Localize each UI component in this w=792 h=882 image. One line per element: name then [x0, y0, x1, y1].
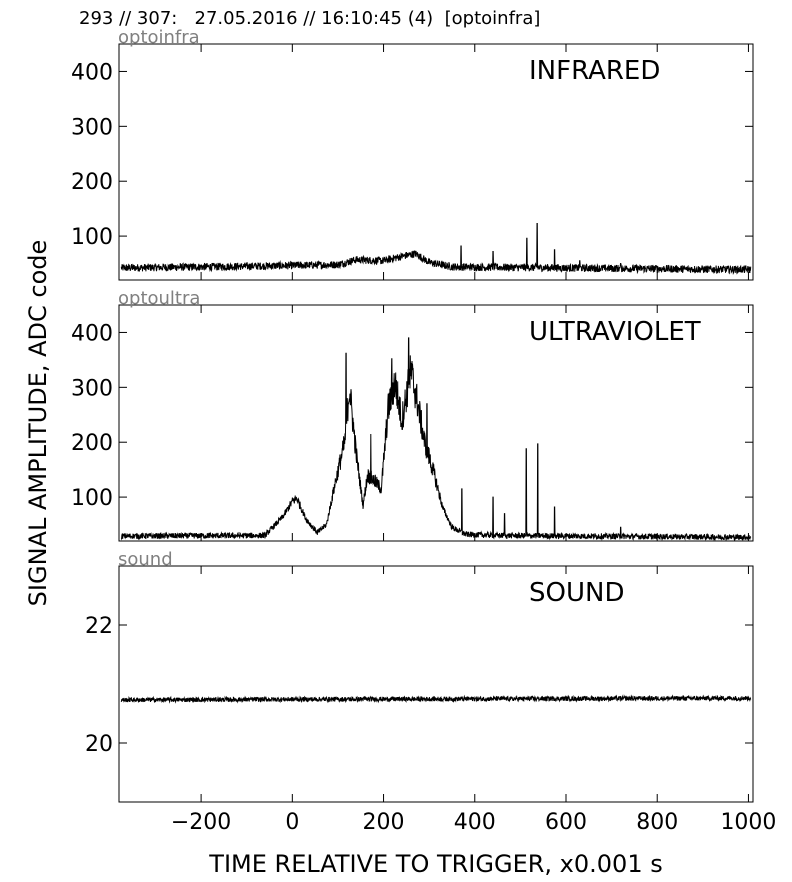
panel-title-0: INFRARED [529, 56, 660, 86]
y-tick-label: 100 [71, 486, 113, 511]
signal-trace-2 [120, 694, 752, 704]
panel-source-label-2: sound [118, 549, 173, 570]
y-tick-label: 100 [71, 225, 113, 250]
y-axis-label: SIGNAL AMPLITUDE, ADC code [24, 240, 52, 607]
x-tick-label: −200 [171, 810, 231, 835]
y-tick-label: 22 [85, 614, 113, 639]
x-tick-label: 200 [363, 810, 405, 835]
plot-frame-2 [118, 565, 754, 803]
y-tick-label: 200 [71, 431, 113, 456]
x-axis-label: TIME RELATIVE TO TRIGGER, x0.001 s [208, 850, 662, 878]
y-tick-label: 400 [71, 321, 113, 346]
x-tick-label: 800 [636, 810, 678, 835]
panel-source-label-1: optoultra [118, 288, 200, 309]
y-tick-label: 400 [71, 60, 113, 85]
panels-group: optoinfraINFRARED100200300400optoultraUL… [71, 27, 776, 835]
y-tick-label: 200 [71, 170, 113, 195]
x-tick-label: 600 [545, 810, 587, 835]
panel-title-2: SOUND [529, 578, 624, 608]
panel-source-label-0: optoinfra [118, 27, 200, 48]
x-tick-label: 0 [285, 810, 299, 835]
y-tick-label: 300 [71, 115, 113, 140]
signal-trace-1 [120, 337, 752, 542]
y-tick-label: 300 [71, 376, 113, 401]
signal-trace-0 [120, 223, 752, 276]
plot-frame-1 [118, 304, 754, 542]
figure-header: 293 // 307: 27.05.2016 // 16:10:45 (4) [… [79, 8, 541, 29]
x-tick-label: 400 [454, 810, 496, 835]
plot-frame-0 [118, 43, 754, 281]
x-tick-label: 1000 [720, 810, 776, 835]
y-tick-label: 20 [85, 732, 113, 757]
panel-title-1: ULTRAVIOLET [529, 317, 701, 347]
